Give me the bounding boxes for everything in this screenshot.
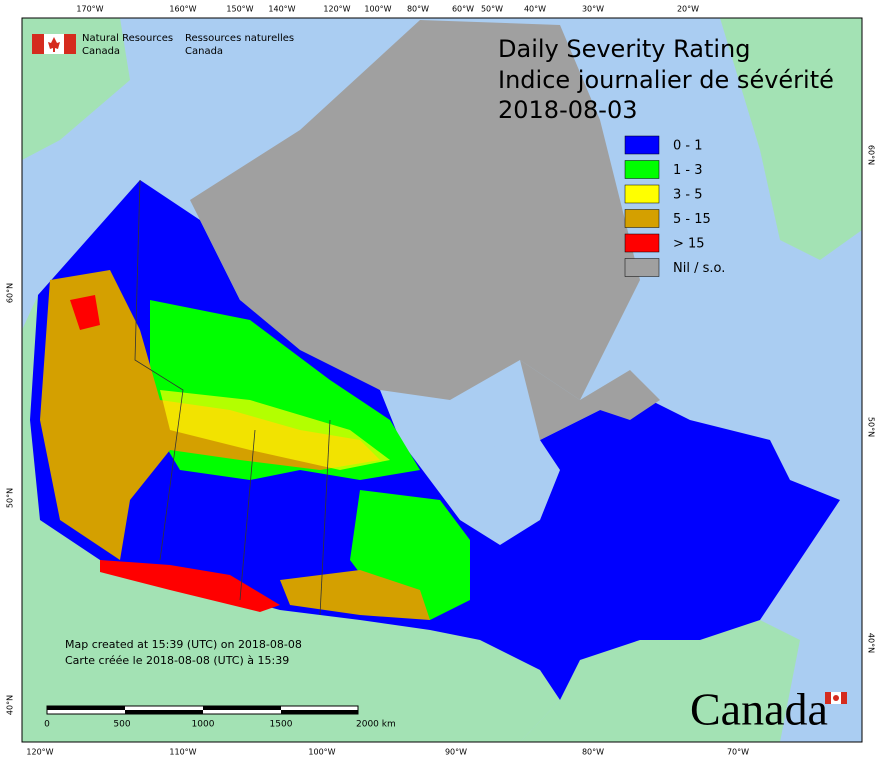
longitude-label: 80°W [582, 748, 604, 757]
legend-label: 3 - 5 [673, 188, 703, 203]
legend-label: Nil / s.o. [673, 261, 725, 276]
latitude-label: 40°N [6, 695, 15, 715]
agency-en: Canada [82, 46, 120, 57]
severity-3-5 [160, 390, 390, 470]
land-usa-east [520, 620, 800, 742]
canada-wordmark: Canada [690, 684, 847, 735]
severity-over-15 [70, 295, 100, 330]
legend-label: > 15 [673, 237, 705, 252]
legend-swatch [624, 258, 660, 277]
hudson-bay [400, 440, 560, 545]
longitude-label: 120°W [323, 5, 350, 14]
arctic-islands [190, 20, 640, 400]
severity-5-15 [280, 570, 430, 620]
scale-segment [203, 706, 281, 710]
graticule-labels: 170°W 160°W 150°W 140°W 120°W 100°W 80°W 60°W 50… [6, 5, 876, 757]
agency-en: Natural Resources [82, 33, 173, 44]
longitude-label: 150°W [226, 5, 253, 14]
agency-fr: Canada [185, 46, 223, 57]
longitude-label: 110°W [169, 748, 196, 757]
scale-segment [125, 710, 203, 714]
canada-region [30, 180, 840, 700]
province-border [134, 179, 184, 561]
longitude-label: 50°W [481, 5, 503, 14]
nrcan-signature: Natural Resources Canada Ressources natu… [32, 33, 294, 57]
scale-label: 2000 km [356, 720, 396, 730]
legend-swatch [624, 233, 660, 253]
wordmark: Canada [690, 684, 828, 735]
longitude-label: 20°W [677, 5, 699, 14]
province-border [239, 429, 256, 601]
date: 2018-08-03 [498, 96, 637, 124]
longitude-label: 140°W [268, 5, 295, 14]
map-area [21, 17, 863, 743]
longitude-label: 100°W [308, 748, 335, 757]
longitude-label: 60°W [452, 5, 474, 14]
wordmark-leaf [833, 695, 839, 701]
scale-bar: 0 500 1000 1500 2000 km [44, 705, 396, 730]
scale-label: 0 [44, 720, 50, 730]
latitude-label: 60°N [6, 283, 15, 303]
land-greenland [720, 18, 862, 260]
legend-label: 5 - 15 [673, 212, 711, 227]
longitude-label: 120°W [26, 748, 53, 757]
legend-swatch [624, 209, 660, 228]
map-frame [21, 17, 863, 743]
legend-swatch [624, 184, 660, 204]
scale-segment [47, 706, 125, 710]
longitude-label: 90°W [445, 748, 467, 757]
legend-swatch [624, 160, 660, 179]
longitude-label: 170°W [76, 5, 103, 14]
legend: 0 - 1 1 - 3 3 - 5 5 - 15 > 15 Nil / s.o. [624, 135, 725, 277]
title: Daily Severity Rating [498, 35, 750, 63]
severity-over-15 [100, 560, 280, 612]
longitude-label: 100°W [364, 5, 391, 14]
latitude-label: 50°N [867, 417, 876, 437]
legend-label: 1 - 3 [673, 163, 703, 178]
ungava [520, 360, 660, 440]
longitude-label: 160°W [169, 5, 196, 14]
province-border [319, 419, 331, 616]
flag-bar [32, 34, 44, 54]
latitude-label: 40°N [867, 633, 876, 653]
longitude-label: 30°W [582, 5, 604, 14]
maple-leaf [48, 37, 60, 52]
longitude-label: 80°W [407, 5, 429, 14]
longitude-label: 70°W [727, 748, 749, 757]
latitude-label: 60°N [867, 145, 876, 165]
agency-fr: Ressources naturelles [185, 33, 294, 44]
legend-swatch [624, 135, 660, 155]
flag-bar [64, 34, 76, 54]
legend-label: 0 - 1 [673, 139, 703, 154]
credit: Map created at 15:39 (UTC) on 2018-08-08 [65, 638, 302, 651]
subtitle: Indice journalier de sévérité [498, 66, 834, 94]
longitude-label: 40°W [524, 5, 546, 14]
land-usa [22, 295, 560, 742]
credit: Carte créée le 2018-08-08 (UTC) à 15:39 [65, 654, 289, 667]
latitude-label: 50°N [6, 488, 15, 508]
scale-label: 1500 [270, 720, 293, 730]
scale-label: 1000 [192, 720, 215, 730]
scale-segment [281, 710, 358, 714]
scale-label: 500 [113, 720, 130, 730]
